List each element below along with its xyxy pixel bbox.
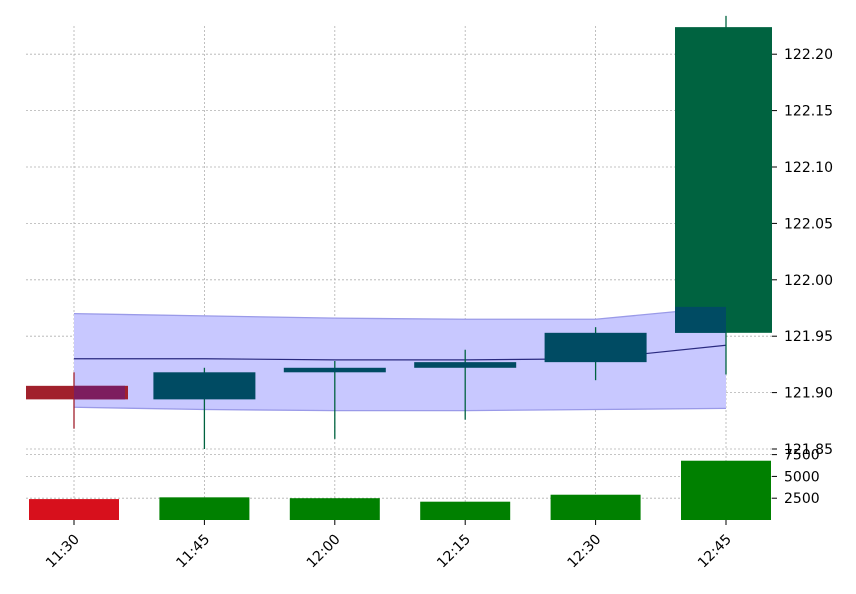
volume-bar — [159, 497, 250, 520]
volume-bar — [289, 498, 380, 520]
candle-body-band-overlap — [74, 385, 125, 400]
volume-bar — [681, 460, 771, 520]
lower-band-line — [73, 406, 727, 412]
volume-bar — [29, 499, 119, 520]
volume-tick-label: 5000 — [784, 469, 820, 485]
price-tick-label: 122.00 — [784, 273, 833, 289]
candles — [26, 15, 772, 449]
price-tick-label: 122.20 — [784, 47, 833, 63]
price-tick-label: 121.95 — [784, 329, 833, 345]
volume-bar — [420, 501, 511, 520]
price-tick-label: 122.15 — [784, 104, 833, 120]
price-tick-label: 122.10 — [784, 160, 833, 176]
x-axis: 11:30 11:45 12:00 12:15 12:30 12:45 — [43, 520, 735, 571]
volume-grid — [26, 452, 772, 520]
x-tick-label: 11:30 — [43, 532, 83, 572]
x-tick-label: 12:00 — [304, 532, 344, 572]
volume-tick-label: 7500 — [784, 448, 820, 464]
volume-bar — [550, 494, 641, 520]
volume-tick-label: 2500 — [784, 491, 820, 507]
candle-body-band-overlap — [675, 306, 726, 333]
candle-body — [414, 362, 517, 368]
volume-axis: 2500 5000 7500 — [772, 448, 820, 507]
x-tick-label: 12:15 — [434, 532, 474, 572]
volume-bars — [29, 460, 771, 520]
candle-body — [675, 27, 772, 333]
price-tick-label: 121.90 — [784, 386, 833, 402]
price-tick-label: 121.85 — [784, 442, 833, 458]
x-tick-label: 12:45 — [695, 532, 735, 572]
x-tick-label: 11:45 — [173, 532, 213, 572]
candle-body — [544, 332, 647, 363]
price-tick-label: 122.05 — [784, 216, 833, 232]
price-axis: 121.85 121.90 121.95 122.00 122.05 122.10 122.… — [772, 47, 833, 458]
candle-body — [283, 367, 386, 373]
upper-band-line — [73, 306, 727, 320]
candle-body — [153, 372, 256, 400]
x-tick-label: 12:30 — [565, 532, 605, 572]
